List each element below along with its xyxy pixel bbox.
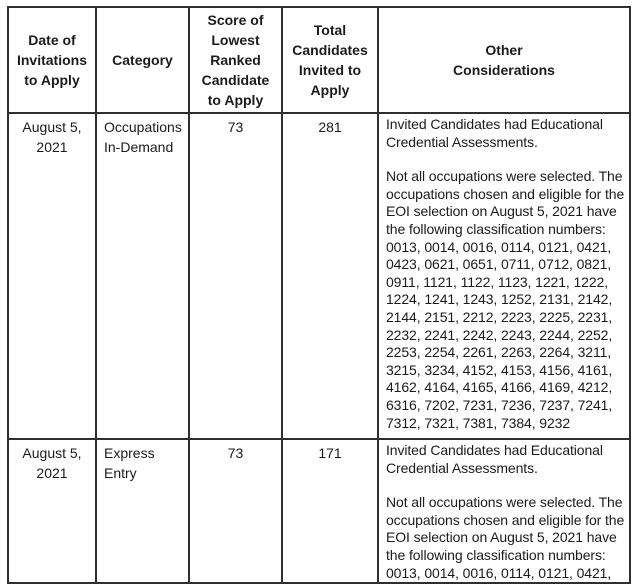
date-cell: August 5, 2021: [7, 437, 97, 584]
col-header-total-invited: Total Candidates Invited to Apply: [281, 6, 379, 114]
considerations-cell: Invited Candidates had Educational Crede…: [377, 437, 631, 584]
category-cell: Express Entry: [95, 437, 190, 584]
table-row-occupations-in-demand: August 5, 2021 Occupations In-Demand 73 …: [7, 112, 631, 440]
total-cell: 171: [281, 437, 379, 584]
category-cell: Occupations In-Demand: [95, 112, 190, 440]
invitations-table: Date of Invitations to Apply Category Sc…: [7, 6, 631, 584]
score-cell: 73: [188, 112, 283, 440]
score-cell: 73: [188, 437, 283, 584]
col-header-date-of-invitations: Date of Invitations to Apply: [7, 6, 97, 114]
header-row: Date of Invitations to Apply Category Sc…: [7, 6, 631, 114]
date-cell: August 5, 2021: [7, 112, 97, 440]
considerations-paragraph-2: Not all occupations were selected. The o…: [386, 494, 625, 581]
col-header-category: Category: [95, 6, 190, 114]
considerations-paragraph-1: Invited Candidates had Educational Crede…: [386, 442, 603, 476]
considerations-paragraph-2: Not all occupations were selected. The o…: [386, 168, 625, 431]
col-header-other-considerations: Other Considerations: [377, 6, 631, 114]
table-row-express-entry: August 5, 2021 Express Entry 73 171 Invi…: [7, 437, 631, 584]
col-header-lowest-score: Score of Lowest Ranked Candidate to Appl…: [188, 6, 283, 114]
considerations-paragraph-1: Invited Candidates had Educational Crede…: [386, 116, 603, 150]
total-cell: 281: [281, 112, 379, 440]
considerations-cell: Invited Candidates had Educational Crede…: [377, 112, 631, 440]
